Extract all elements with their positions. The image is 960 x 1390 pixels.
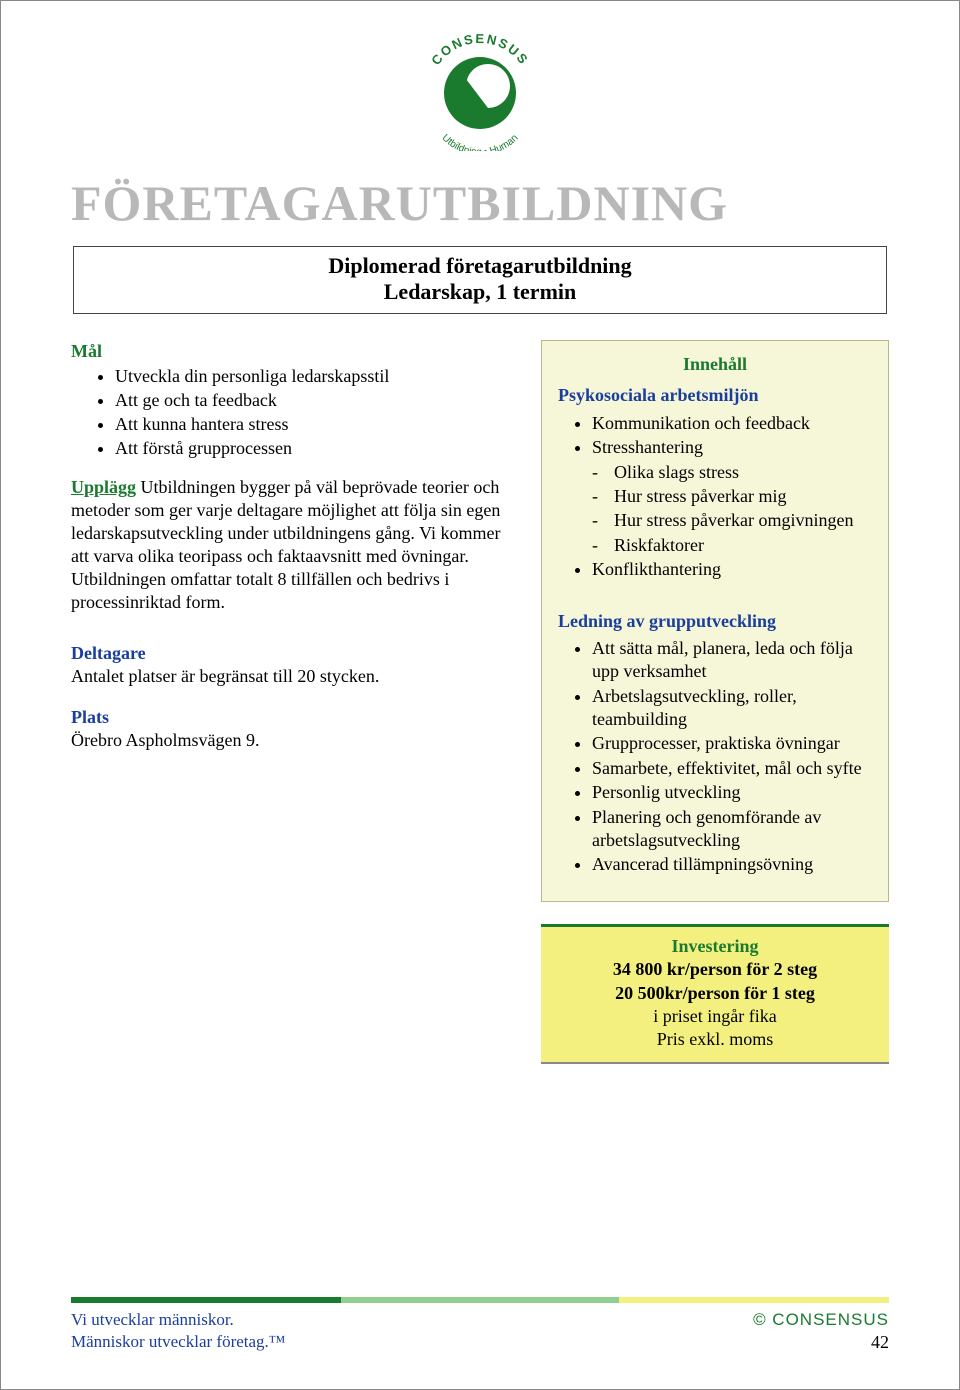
page-title: FÖRETAGARUTBILDNING	[71, 174, 889, 232]
footer-line2: Människor utvecklar företag.™	[71, 1331, 285, 1353]
footer-bar	[71, 1297, 889, 1303]
list-item: Olika slags stress	[614, 461, 872, 484]
investering-box: Investering 34 800 kr/person för 2 steg …	[541, 924, 889, 1064]
invest-title: Investering	[551, 935, 879, 958]
list-item: Kommunikation och feedback	[592, 412, 872, 435]
invest-line1: 34 800 kr/person för 2 steg	[551, 958, 879, 981]
list-item: Grupprocesser, praktiska övningar	[592, 732, 872, 755]
upplagg-heading: Upplägg	[71, 477, 136, 497]
subtitle-box: Diplomerad företagarutbildning Ledarskap…	[73, 246, 887, 314]
mal-heading: Mål	[71, 340, 513, 363]
list-item: Att förstå grupprocessen	[115, 437, 513, 460]
right-column: Innehåll Psykosociala arbetsmiljön Kommu…	[541, 340, 889, 1064]
deltagare-text: Antalet platser är begränsat till 20 sty…	[71, 665, 513, 688]
subtitle-line2: Ledarskap, 1 termin	[84, 279, 876, 305]
footer: Vi utvecklar människor. Människor utveck…	[71, 1297, 889, 1353]
panel-list1: Kommunikation och feedback Stresshanteri…	[558, 412, 872, 582]
invest-line2: 20 500kr/person för 1 steg	[551, 982, 879, 1005]
svg-text:Utbildning • Human: Utbildning • Human	[440, 132, 521, 151]
mal-list: Utveckla din personliga ledarskapsstil A…	[71, 365, 513, 460]
list-item: Hur stress påverkar omgivningen	[614, 509, 872, 532]
list-item: Arbetslagsutveckling, roller, teambuildi…	[592, 685, 872, 732]
panel-title: Innehåll	[558, 353, 872, 376]
footer-tagline: Vi utvecklar människor. Människor utveck…	[71, 1309, 285, 1353]
subtitle-line1: Diplomerad företagarutbildning	[84, 253, 876, 279]
list-item: Att kunna hantera stress	[115, 413, 513, 436]
list-item: Utveckla din personliga ledarskapsstil	[115, 365, 513, 388]
list-item: Stresshantering Olika slags stress Hur s…	[592, 436, 872, 557]
panel-sub1: Psykosociala arbetsmiljön	[558, 384, 872, 407]
panel-list2: Att sätta mål, planera, leda och följa u…	[558, 637, 872, 877]
list-item: Konflikthantering	[592, 558, 872, 581]
list-item: Hur stress påverkar mig	[614, 485, 872, 508]
plats-text: Örebro Aspholmsvägen 9.	[71, 729, 513, 752]
upplagg-text: Utbildningen bygger på väl beprövade teo…	[71, 477, 501, 612]
footer-brand: © CONSENSUS	[753, 1310, 889, 1330]
deltagare-heading: Deltagare	[71, 642, 513, 665]
list-item: Planering och genomförande av arbetslags…	[592, 806, 872, 853]
left-column: Mål Utveckla din personliga ledarskapsst…	[71, 340, 513, 752]
innehall-panel: Innehåll Psykosociala arbetsmiljön Kommu…	[541, 340, 889, 902]
footer-line1: Vi utvecklar människor.	[71, 1309, 285, 1331]
plats-heading: Plats	[71, 706, 513, 729]
invest-line3: i priset ingår fika	[551, 1005, 879, 1028]
list-item: Avancerad tillämpningsövning	[592, 853, 872, 876]
logo: CONSENSUS Utbildning • Human	[71, 31, 889, 156]
panel-sublist: Olika slags stress Hur stress påverkar m…	[592, 461, 872, 558]
list-item: Personlig utveckling	[592, 781, 872, 804]
panel-sub2: Ledning av grupputveckling	[558, 610, 872, 633]
upplagg-paragraph: Upplägg Utbildningen bygger på väl beprö…	[71, 476, 513, 614]
invest-line4: Pris exkl. moms	[551, 1028, 879, 1051]
list-item: Att sätta mål, planera, leda och följa u…	[592, 637, 872, 684]
list-item: Att ge och ta feedback	[115, 389, 513, 412]
list-item: Riskfaktorer	[614, 534, 872, 557]
page-number: 42	[753, 1332, 889, 1353]
list-item: Samarbete, effektivitet, mål och syfte	[592, 757, 872, 780]
list-item-label: Stresshantering	[592, 437, 703, 457]
